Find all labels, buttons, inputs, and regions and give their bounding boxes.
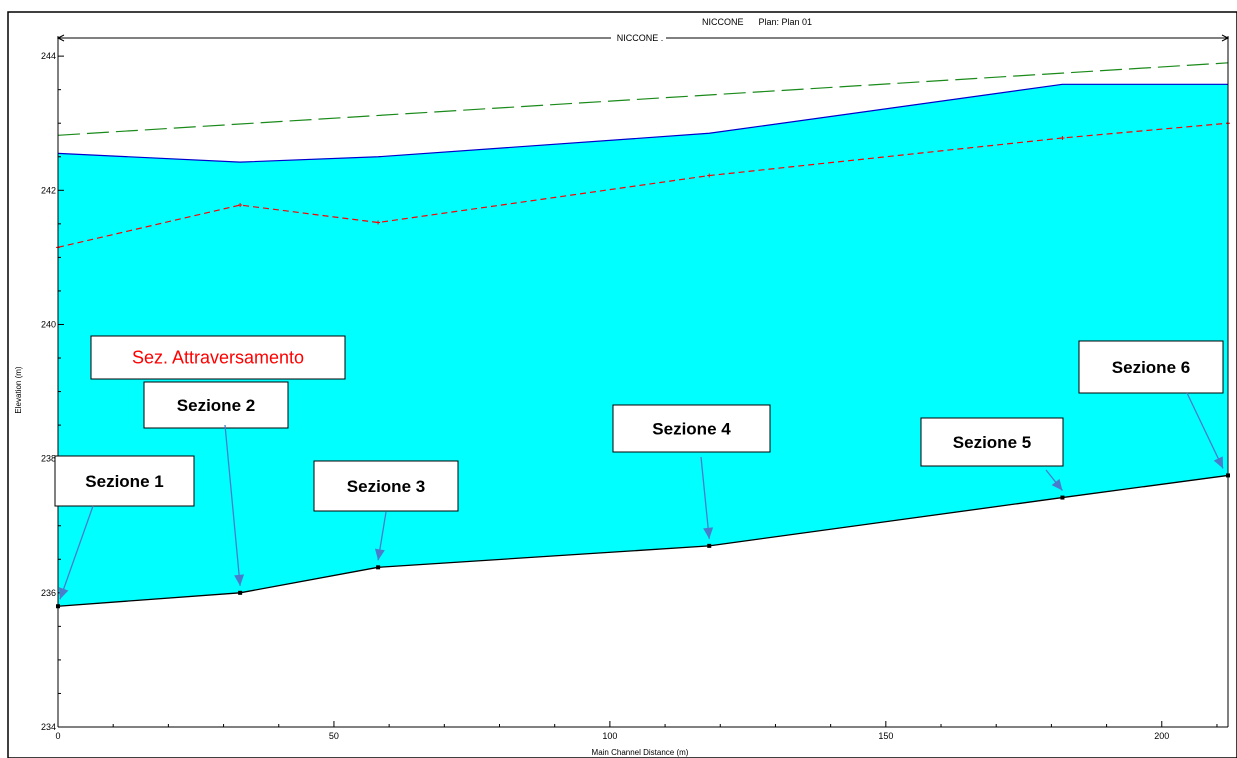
reach-label: NICCONE . (617, 33, 664, 43)
callout-arrowhead-sezione-2 (234, 574, 245, 586)
callout-label-sezione-3: Sezione 3 (347, 477, 425, 496)
series-line-ground (57, 474, 1229, 607)
callout-box-sezione-5 (920, 417, 1064, 467)
callout-box-sezione-3 (313, 460, 459, 512)
ground-point (376, 565, 381, 570)
callout-label-sez-attraversamento: Sez. Attraversamento (132, 348, 304, 368)
callout-box-sezione-1 (54, 455, 195, 507)
chart-frame (7, 11, 1237, 758)
y-tick-label: 234 (41, 722, 56, 732)
callout-box-sezione-6 (1078, 340, 1224, 394)
x-tick-label: 150 (878, 731, 893, 741)
callout-arrowhead-sezione-6 (1213, 456, 1223, 469)
callout-arrowhead-sezione-1 (58, 587, 69, 600)
callout-label-sezione-1: Sezione 1 (85, 472, 163, 491)
series-line-water_surface (57, 83, 1228, 163)
callout-arrow-sezione-2 (224, 424, 241, 586)
callout-box-sez-attraversamento (90, 335, 346, 380)
callout-label-sezione-5: Sezione 5 (953, 433, 1031, 452)
callout-label-sezione-4: Sezione 4 (652, 420, 731, 439)
y-tick-label: 238 (41, 454, 56, 464)
axis-layer: 234 236 238 240 242 244 0 50 100 150 200 (7, 11, 1237, 758)
x-tick-label: 0 (55, 731, 60, 741)
y-tick-label: 236 (41, 588, 56, 598)
ground-point (238, 590, 243, 595)
y-tick-label: 240 (41, 319, 56, 329)
callout-arrowhead-sezione-3 (374, 548, 385, 561)
callout-arrowhead-sezione-5 (1051, 478, 1063, 491)
y-axis-title: Elevation (m) (14, 366, 23, 413)
y-tick-label: 242 (41, 185, 56, 195)
critical-point (707, 173, 712, 178)
critical-point (238, 203, 243, 208)
y-tick-label: 244 (41, 51, 56, 61)
x-axis-title: Main Channel Distance (m) (592, 748, 689, 757)
callout-label-sezione-6: Sezione 6 (1112, 358, 1190, 377)
callout-box-sezione-2 (143, 381, 289, 429)
critical-point (1060, 135, 1065, 140)
x-tick-label: 50 (329, 731, 339, 741)
series-line-energy (57, 62, 1229, 136)
callout-arrow-sezione-1 (59, 505, 94, 600)
callout-box-sezione-4 (612, 404, 771, 453)
x-tick-label: 200 (1154, 731, 1169, 741)
critical-point (376, 220, 381, 225)
ground-point (707, 543, 712, 548)
series-line-critical (57, 122, 1229, 248)
reach-arrow-left (56, 34, 65, 42)
callout-arrowhead-sezione-4 (703, 527, 714, 539)
callout-label-sezione-2: Sezione 2 (177, 396, 255, 415)
annotation-layer: Sez. Attraversamento Sezione 1 Sezione 2 Se… (54, 335, 1224, 600)
ground-point (1060, 495, 1065, 500)
callout-arrow-sezione-6 (1186, 392, 1224, 469)
chart-title: NICCONE Plan: Plan 01 (702, 17, 812, 27)
x-tick-label: 100 (602, 731, 617, 741)
reach-arrow-right (1221, 34, 1230, 42)
callout-arrow-sezione-4 (700, 456, 710, 539)
